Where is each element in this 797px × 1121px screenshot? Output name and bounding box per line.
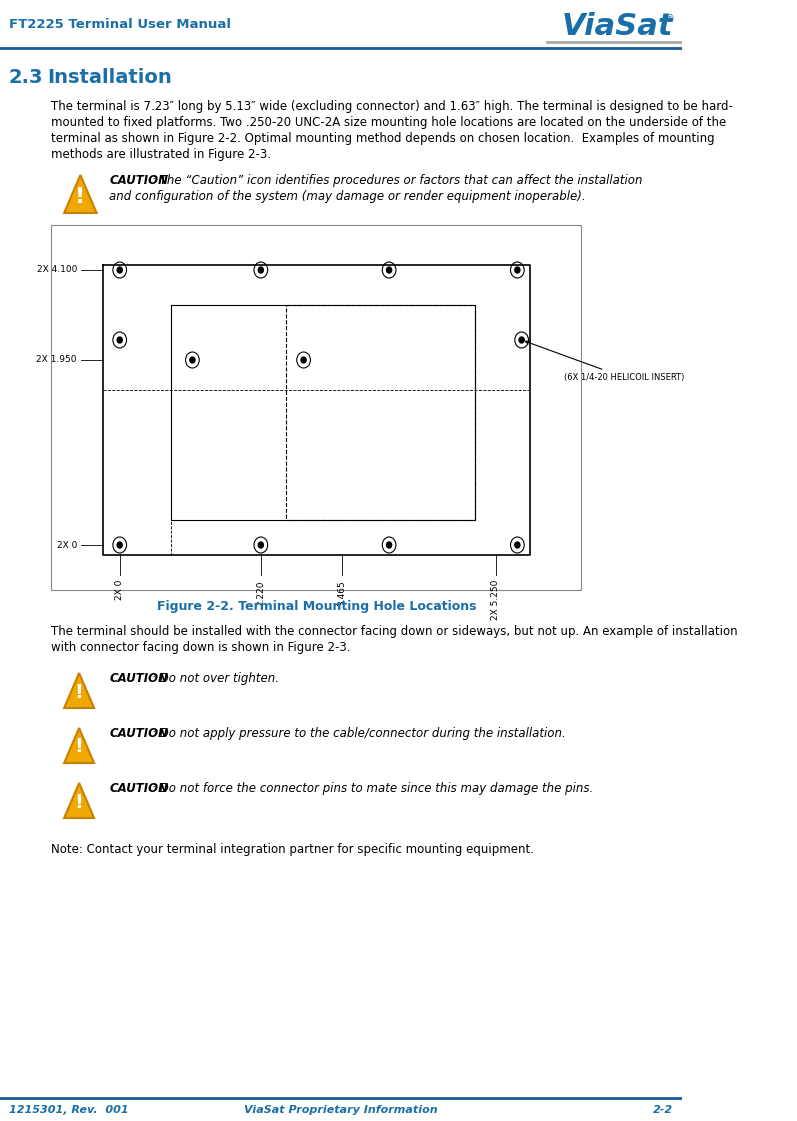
Text: 2X 5.250: 2X 5.250	[492, 580, 501, 620]
Text: 2X 4.100: 2X 4.100	[37, 266, 77, 275]
Text: FT2225 Terminal User Manual: FT2225 Terminal User Manual	[9, 18, 230, 31]
Circle shape	[383, 537, 396, 553]
Circle shape	[117, 267, 122, 274]
Text: terminal as shown in Figure 2-2. Optimal mounting method depends on chosen locat: terminal as shown in Figure 2-2. Optimal…	[51, 132, 715, 145]
Circle shape	[254, 537, 268, 553]
Polygon shape	[64, 782, 94, 818]
Circle shape	[387, 541, 391, 548]
Circle shape	[113, 262, 127, 278]
Circle shape	[186, 352, 199, 368]
Circle shape	[254, 262, 268, 278]
Text: 3.465: 3.465	[338, 580, 347, 605]
Text: methods are illustrated in Figure 2-3.: methods are illustrated in Figure 2-3.	[51, 148, 271, 161]
Text: 2X 0: 2X 0	[116, 580, 124, 601]
Circle shape	[113, 537, 127, 553]
Text: with connector facing down is shown in Figure 2-3.: with connector facing down is shown in F…	[51, 641, 351, 654]
Circle shape	[511, 262, 524, 278]
Circle shape	[117, 337, 122, 343]
Text: !: !	[75, 793, 84, 812]
Text: Installation: Installation	[47, 68, 172, 87]
Text: 2X 0: 2X 0	[57, 540, 77, 549]
Text: ViaSat: ViaSat	[562, 12, 673, 41]
Text: CAUTION: CAUTION	[109, 782, 168, 795]
Text: : Do not force the connector pins to mate since this may damage the pins.: : Do not force the connector pins to mat…	[152, 782, 594, 795]
Polygon shape	[64, 175, 96, 213]
Circle shape	[515, 332, 528, 348]
Text: CAUTION: CAUTION	[109, 671, 168, 685]
Text: !: !	[76, 187, 85, 207]
Text: 2X 1.950: 2X 1.950	[37, 355, 77, 364]
Circle shape	[511, 537, 524, 553]
Text: Figure 2-2. Terminal Mounting Hole Locations: Figure 2-2. Terminal Mounting Hole Locat…	[157, 600, 476, 613]
Circle shape	[258, 541, 263, 548]
Text: CAUTION: CAUTION	[109, 728, 168, 740]
Text: (6X 1/4-20 HELICOIL INSERT): (6X 1/4-20 HELICOIL INSERT)	[525, 341, 685, 382]
Circle shape	[113, 332, 127, 348]
Circle shape	[515, 267, 520, 274]
Text: and configuration of the system (may damage or render equipment inoperable).: and configuration of the system (may dam…	[109, 189, 586, 203]
Text: 2.3: 2.3	[9, 68, 43, 87]
Text: 1215301, Rev.  001: 1215301, Rev. 001	[9, 1105, 128, 1115]
Text: CAUTION: CAUTION	[109, 174, 168, 187]
Circle shape	[296, 352, 310, 368]
Circle shape	[387, 267, 391, 274]
Circle shape	[190, 356, 195, 363]
Circle shape	[301, 356, 306, 363]
FancyBboxPatch shape	[51, 225, 582, 590]
Text: !: !	[75, 683, 84, 702]
Circle shape	[515, 541, 520, 548]
Text: : Do not apply pressure to the cable/connector during the installation.: : Do not apply pressure to the cable/con…	[152, 728, 566, 740]
Text: : Do not over tighten.: : Do not over tighten.	[152, 671, 279, 685]
Text: The terminal is 7.23″ long by 5.13″ wide (excluding connector) and 1.63″ high. T: The terminal is 7.23″ long by 5.13″ wide…	[51, 100, 733, 113]
Text: 2.220: 2.220	[257, 580, 265, 605]
Text: mounted to fixed platforms. Two .250-20 UNC-2A size mounting hole locations are : mounted to fixed platforms. Two .250-20 …	[51, 115, 727, 129]
Circle shape	[117, 541, 122, 548]
Text: ®: ®	[665, 13, 675, 24]
Text: Note: Contact your terminal integration partner for specific mounting equipment.: Note: Contact your terminal integration …	[51, 843, 534, 856]
Text: ViaSat Proprietary Information: ViaSat Proprietary Information	[244, 1105, 438, 1115]
Text: !: !	[75, 738, 84, 757]
Circle shape	[383, 262, 396, 278]
Text: The terminal should be installed with the connector facing down or sideways, but: The terminal should be installed with th…	[51, 626, 738, 638]
Polygon shape	[64, 673, 94, 708]
Polygon shape	[64, 728, 94, 763]
Circle shape	[519, 337, 524, 343]
Text: 2-2: 2-2	[653, 1105, 673, 1115]
Text: : The “Caution” icon identifies procedures or factors that can affect the instal: : The “Caution” icon identifies procedur…	[152, 174, 642, 187]
Circle shape	[258, 267, 263, 274]
